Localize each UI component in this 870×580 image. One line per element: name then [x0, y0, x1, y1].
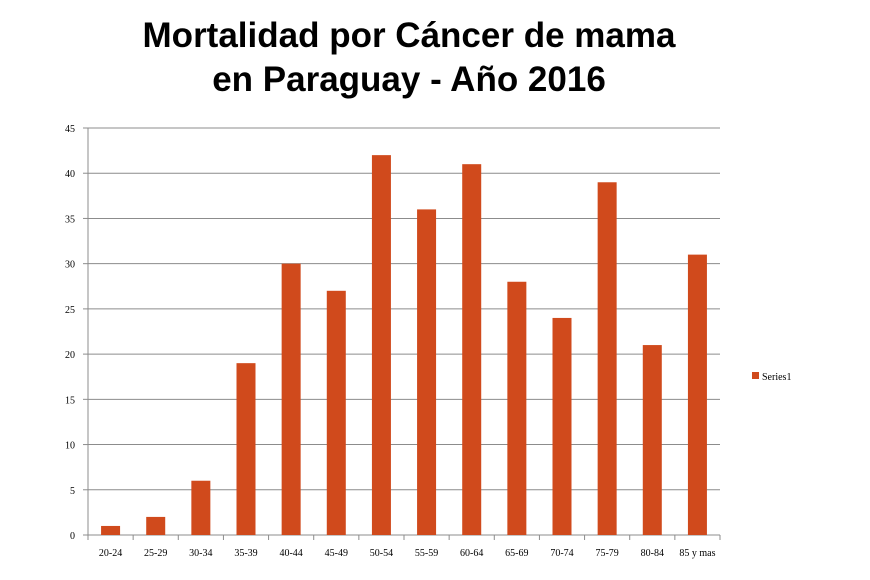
legend-label: Series1 [762, 372, 791, 383]
bar [462, 164, 482, 535]
bar [687, 254, 707, 535]
y-tick-label: 35 [65, 214, 75, 225]
x-tick-label: 30-34 [189, 548, 212, 559]
x-tick-label: 75-79 [595, 548, 618, 559]
y-tick-label: 45 [65, 124, 75, 135]
axes [83, 127, 721, 540]
bar [191, 480, 211, 535]
x-tick-label: 60-64 [460, 548, 483, 559]
x-tick-label: 85 y mas [679, 548, 715, 559]
x-tick-label: 70-74 [550, 548, 573, 559]
bar [507, 281, 527, 535]
x-tick-label: 80-84 [641, 548, 664, 559]
y-tick-label: 40 [65, 169, 75, 180]
chart-title: Mortalidad por Cáncer de mama en Paragua… [0, 14, 818, 102]
bar [371, 155, 391, 535]
bar [417, 209, 437, 535]
x-tick-label: 50-54 [370, 548, 393, 559]
bars [101, 155, 707, 535]
y-tick-label: 5 [70, 486, 75, 497]
bar [597, 182, 617, 535]
bar [552, 317, 572, 535]
bar [642, 345, 662, 535]
y-tick-label: 0 [70, 531, 75, 542]
y-tick-label: 10 [65, 441, 75, 452]
x-tick-label: 65-69 [505, 548, 528, 559]
y-tick-label: 20 [65, 350, 75, 361]
bar [281, 263, 301, 535]
x-tick-label: 55-59 [415, 548, 438, 559]
legend: Series1 [752, 372, 791, 383]
gridlines [88, 127, 720, 491]
bar [146, 516, 166, 535]
y-tick-label: 30 [65, 260, 75, 271]
bar [101, 525, 121, 535]
y-tick-label: 25 [65, 305, 75, 316]
bar [326, 290, 346, 535]
x-tick-labels: 20-24 25-29 30-34 35-39 40-44 45-49 50-54 55-59… [99, 548, 716, 559]
x-tick-label: 25-29 [144, 548, 167, 559]
y-tick-label: 15 [65, 395, 75, 406]
x-tick-label: 35-39 [234, 548, 257, 559]
x-tick-label: 40-44 [279, 548, 302, 559]
y-tick-labels: 0 5 10 15 20 25 30 35 40 45 [65, 124, 75, 542]
x-tick-label: 20-24 [99, 548, 122, 559]
x-tick-label: 45-49 [325, 548, 348, 559]
bar [236, 363, 256, 535]
chart-title-line-2: en Paraguay - Año 2016 [212, 60, 606, 99]
legend-swatch [752, 372, 759, 379]
chart-title-line-1: Mortalidad por Cáncer de mama [142, 16, 676, 55]
